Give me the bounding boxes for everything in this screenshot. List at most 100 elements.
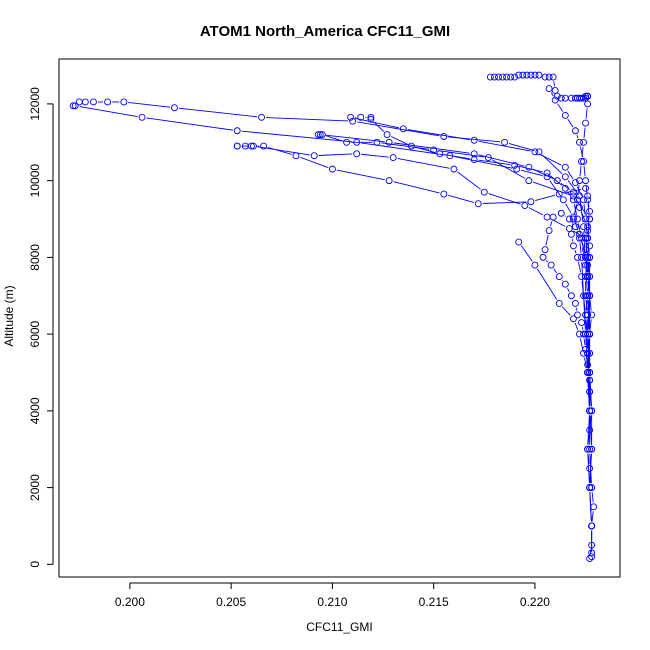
data-point [584, 192, 592, 200]
series-segment [549, 180, 562, 197]
data-point [574, 196, 581, 204]
data-point [511, 73, 519, 81]
y-tick-label: 2000 [28, 474, 42, 501]
data-point [561, 280, 569, 288]
data-point [367, 115, 375, 123]
data-point [584, 330, 592, 338]
plot-frame [58, 58, 621, 578]
data-point [353, 150, 361, 158]
data-point [373, 138, 381, 146]
series-segment [528, 207, 544, 216]
data-point [555, 273, 563, 281]
data-point [584, 349, 592, 357]
data-point [310, 152, 318, 160]
series-segment [582, 242, 586, 254]
data-point [557, 94, 565, 102]
series-segment [573, 204, 577, 215]
data-series [69, 71, 598, 563]
series-segment [583, 165, 586, 177]
data-point [328, 165, 336, 173]
series-segment [550, 92, 554, 97]
data-point [104, 98, 112, 106]
data-point [576, 138, 583, 146]
series-segment [589, 319, 592, 330]
data-point [578, 253, 585, 261]
data-point [545, 227, 553, 234]
data-point [521, 202, 529, 210]
data-point [535, 71, 543, 79]
series-segment [571, 223, 574, 230]
data-point [559, 196, 567, 204]
series-segment [589, 415, 592, 445]
data-point [590, 503, 598, 511]
series-segment [577, 261, 582, 273]
data-point [383, 131, 391, 139]
data-point [436, 150, 444, 158]
chart-title: ATOM1 North_America CFC11_GMI [200, 23, 450, 40]
data-point [584, 361, 592, 369]
data-point [525, 177, 533, 185]
data-point [584, 227, 592, 234]
data-point [71, 102, 79, 110]
data-point [543, 213, 551, 221]
series-segment [587, 357, 590, 376]
data-point [89, 98, 97, 106]
series-segment [587, 338, 590, 369]
x-tick-label: 0.220 [520, 595, 550, 609]
series-segment [574, 249, 577, 254]
series-segment [536, 268, 558, 300]
series-segment [178, 107, 258, 118]
data-point [569, 242, 577, 250]
data-point [531, 261, 539, 269]
y-tick-label: 10000 [28, 164, 42, 198]
data-point [588, 553, 596, 561]
series-segment [591, 492, 594, 503]
data-point [549, 73, 557, 81]
series-segment [583, 338, 586, 346]
data-point [480, 188, 488, 196]
data-point [357, 113, 365, 121]
series-10 [486, 71, 594, 384]
series-segment [361, 142, 446, 156]
series-segment [585, 261, 588, 273]
series-segment [585, 319, 588, 349]
data-point [582, 292, 590, 300]
data-point [574, 311, 581, 319]
data-point [541, 73, 549, 81]
data-point [367, 113, 375, 121]
series-segment [393, 181, 440, 194]
series-segment [579, 242, 582, 253]
data-point [584, 196, 592, 204]
series-segment [241, 130, 353, 143]
series-segment [478, 159, 511, 166]
data-point [569, 196, 577, 204]
series-segment [587, 376, 590, 388]
series-segment [257, 146, 310, 156]
data-point [450, 165, 458, 173]
series-2 [233, 142, 594, 376]
y-tick-label: 4000 [28, 397, 42, 424]
data-point [539, 253, 547, 261]
data-point [314, 131, 322, 139]
series-segment [549, 221, 553, 227]
data-point [557, 209, 565, 217]
data-point [316, 131, 324, 139]
x-tick-label: 0.205 [216, 595, 246, 609]
series-segment [128, 102, 171, 108]
data-point [582, 261, 590, 269]
series-segment [267, 146, 292, 155]
series-segment [585, 185, 588, 196]
series-segment [583, 300, 586, 330]
data-point [586, 215, 594, 223]
series-segment [589, 492, 592, 522]
data-point [580, 138, 587, 146]
data-point [586, 445, 594, 453]
data-point [588, 407, 596, 415]
data-point [567, 292, 575, 300]
data-point [233, 127, 241, 135]
series-segment [587, 376, 590, 407]
series-segment [581, 261, 584, 292]
series-segment [518, 165, 543, 173]
data-point [586, 292, 594, 300]
series-segment [373, 122, 385, 132]
